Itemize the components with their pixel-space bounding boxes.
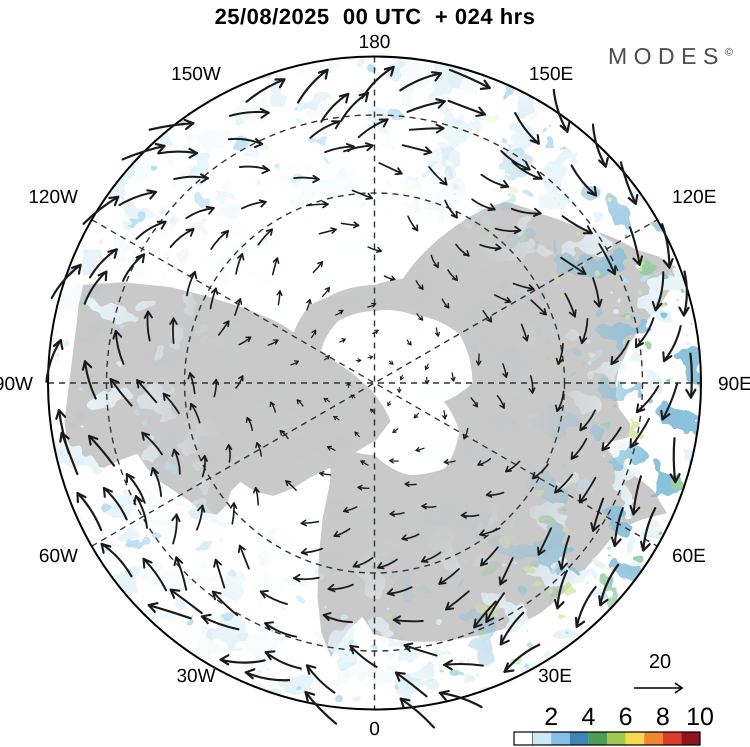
svg-text:90W: 90W <box>0 374 33 395</box>
svg-text:60E: 60E <box>672 546 706 567</box>
svg-text:6: 6 <box>619 703 633 731</box>
svg-text:30E: 30E <box>538 666 572 687</box>
svg-text:120E: 120E <box>672 187 716 208</box>
svg-text:2: 2 <box>544 703 558 731</box>
svg-text:30W: 30W <box>176 666 215 687</box>
svg-text:10: 10 <box>686 703 714 731</box>
svg-text:180: 180 <box>359 32 391 53</box>
svg-text:4: 4 <box>581 703 595 731</box>
svg-text:20: 20 <box>649 651 671 673</box>
svg-text:150E: 150E <box>529 64 573 85</box>
svg-text:90E: 90E <box>718 374 750 395</box>
svg-text:8: 8 <box>656 703 670 731</box>
svg-text:150W: 150W <box>171 64 221 85</box>
svg-text:60W: 60W <box>39 546 78 567</box>
svg-text:0: 0 <box>369 719 380 740</box>
svg-text:120W: 120W <box>28 187 78 208</box>
